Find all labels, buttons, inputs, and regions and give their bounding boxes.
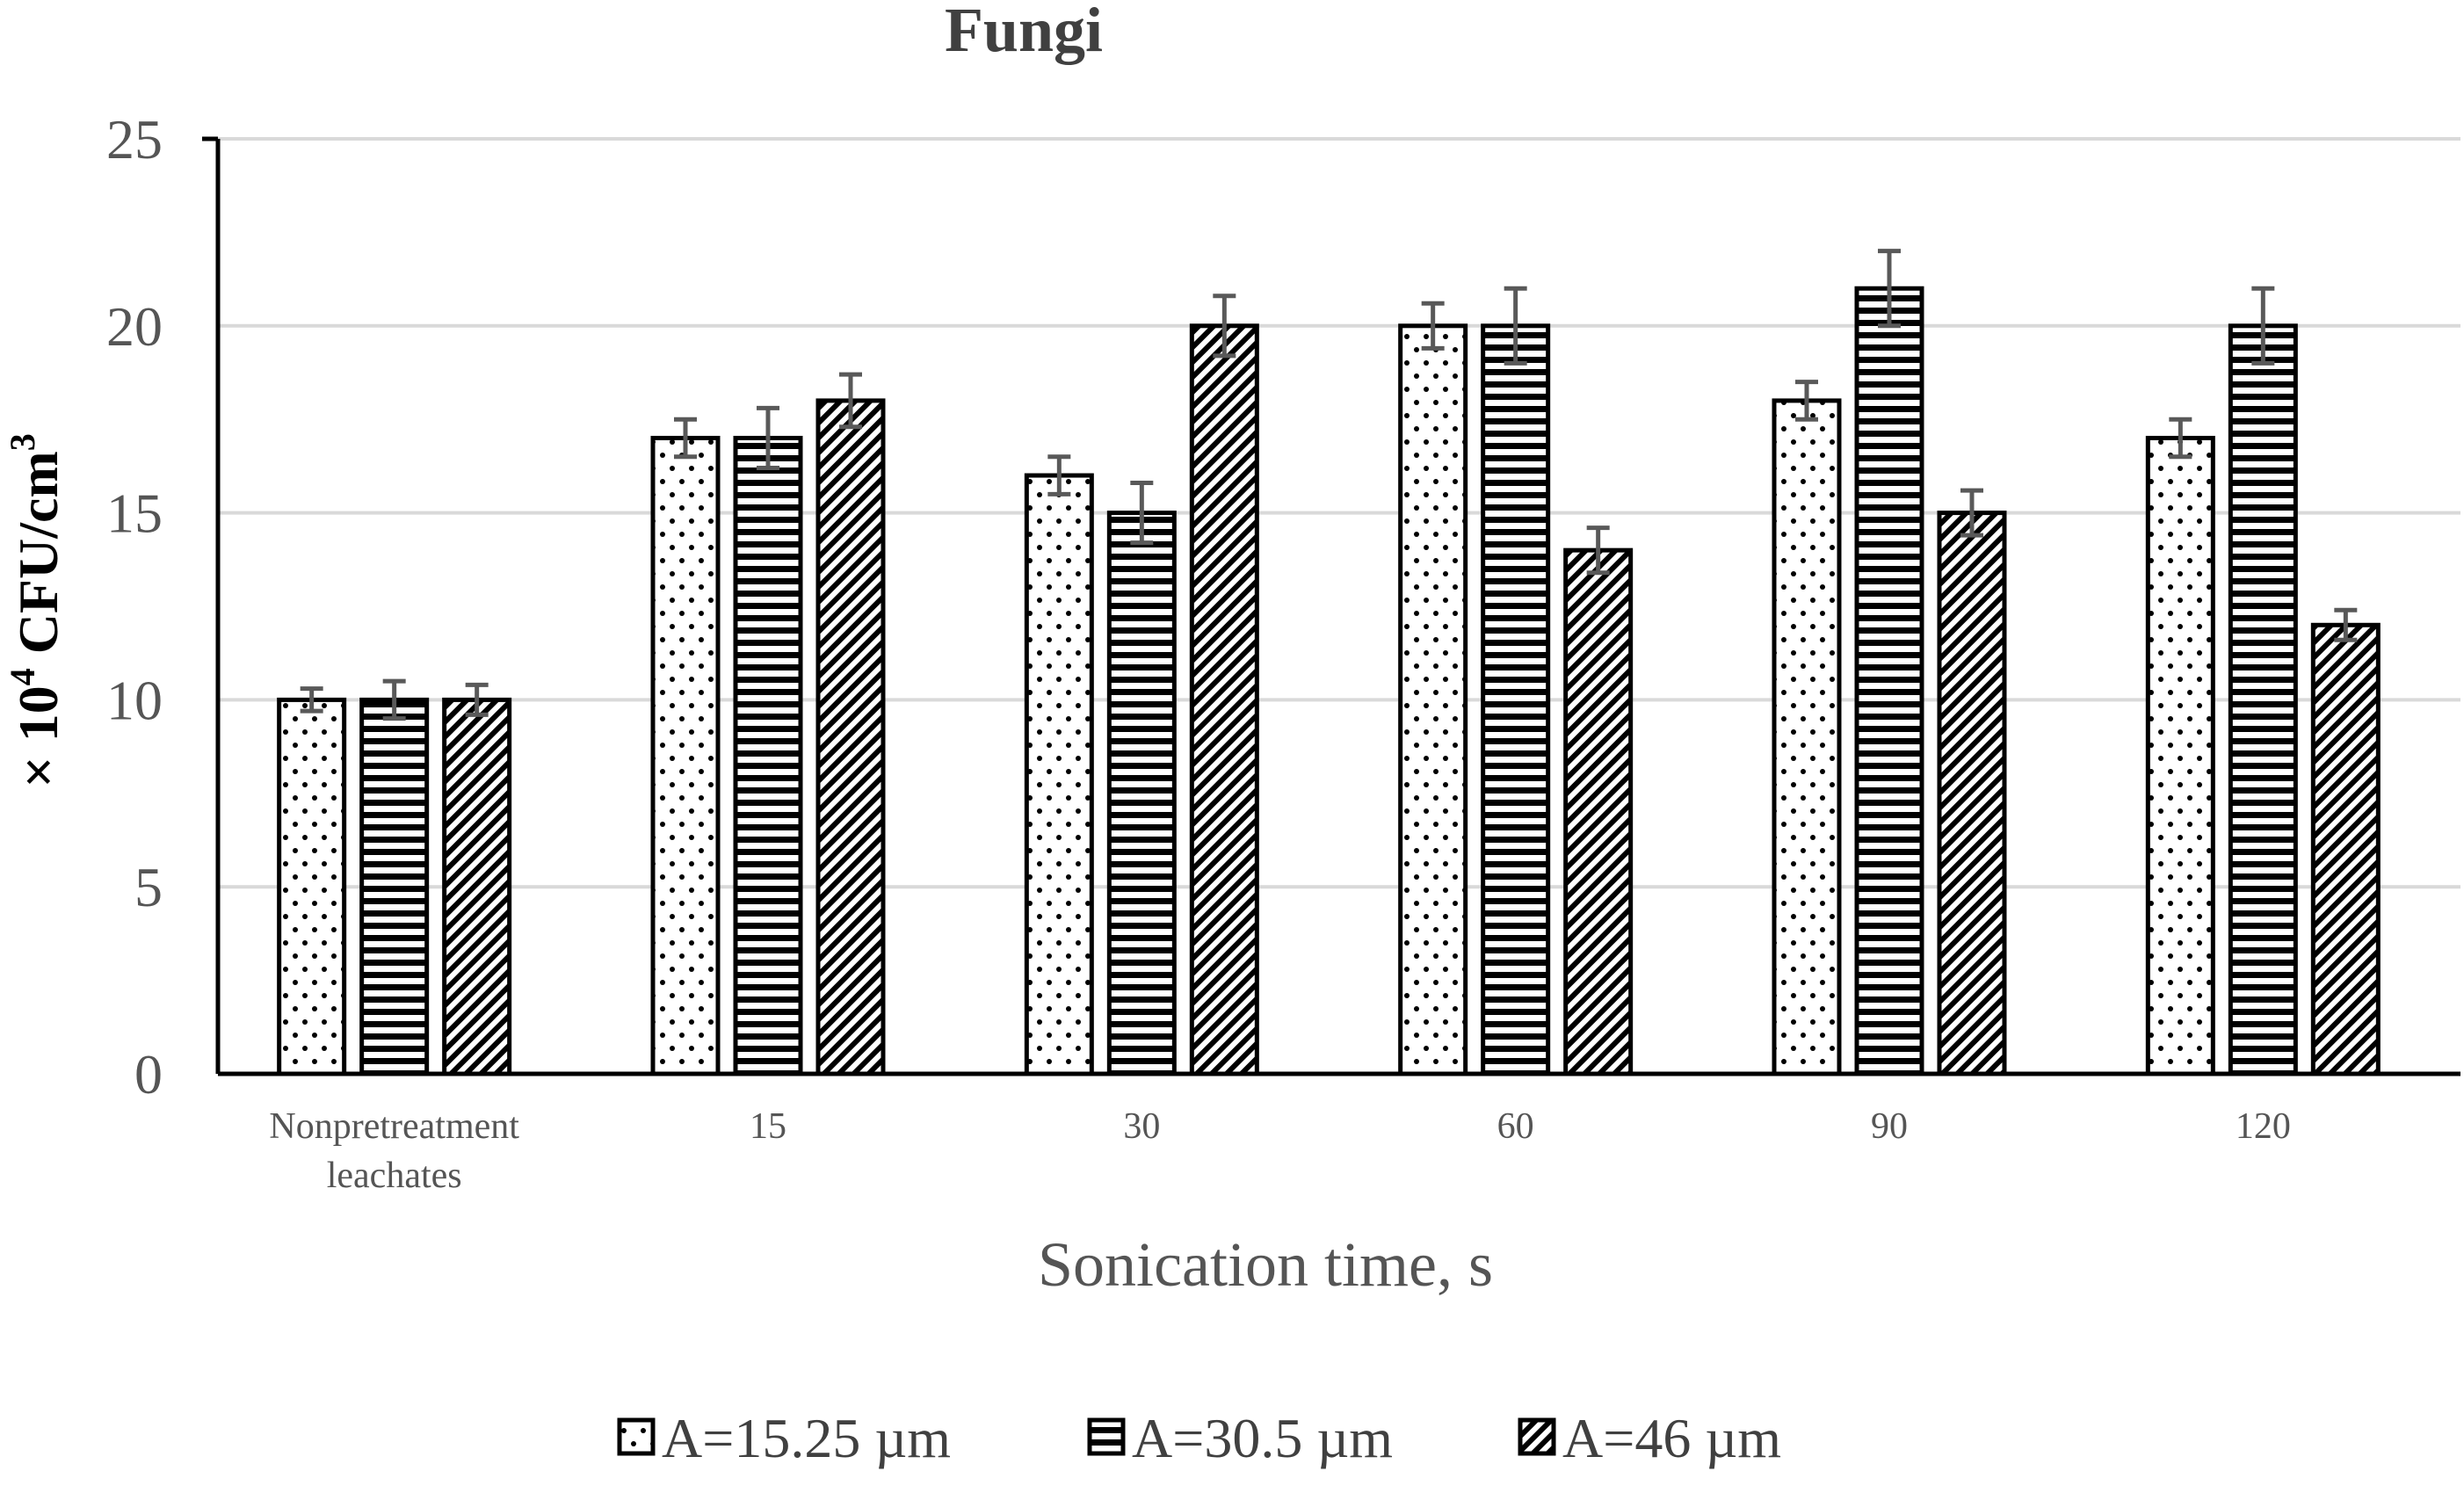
error-bar <box>300 686 323 714</box>
bar <box>1189 323 1259 1076</box>
x-tick-label-line: leachates <box>327 1156 462 1196</box>
y-axis-label-exponent: 4 <box>3 668 42 685</box>
bar <box>442 697 512 1076</box>
y-tick-labels: 0 5 10 15 20 25 <box>106 108 163 1105</box>
x-tick-label: 60 <box>1497 1106 1534 1147</box>
legend-item: A=15.25 µm <box>617 1407 951 1469</box>
gridlines <box>218 137 2460 889</box>
error-bars-group <box>300 249 2358 721</box>
x-tick-label: 30 <box>1123 1106 1160 1147</box>
error-bar <box>1213 294 1236 359</box>
y-tick-label: 15 <box>106 482 163 545</box>
error-bar <box>1421 301 1445 351</box>
x-tick-label-line: 30 <box>1123 1106 1160 1147</box>
legend-item: A=30.5 µm <box>1087 1407 1393 1469</box>
x-tick-label-line: 120 <box>2236 1106 2291 1147</box>
error-bar <box>2169 417 2192 460</box>
y-tick-label: 10 <box>106 669 163 731</box>
error-bar <box>1586 525 1610 576</box>
y-axis-label: × 104 CFU/cm3 <box>3 433 69 788</box>
legend-label: A=46 µm <box>1562 1407 1781 1469</box>
error-bar <box>839 372 862 430</box>
y-tick-label: 5 <box>134 856 163 918</box>
bar <box>359 697 430 1076</box>
bar <box>1772 398 1842 1076</box>
error-bar <box>1047 454 1071 496</box>
bar <box>277 697 347 1076</box>
x-tick-label: 120 <box>2236 1106 2291 1147</box>
error-bar <box>1130 481 1154 546</box>
error-bar <box>465 682 489 717</box>
bar <box>2310 622 2381 1076</box>
x-tick-label-line: Nonpretreatment <box>269 1106 519 1147</box>
bars-group <box>277 286 2381 1076</box>
legend-label: A=30.5 µm <box>1132 1407 1393 1469</box>
error-bar <box>2251 286 2275 366</box>
legend: A=15.25 µm A=30.5 µm A=46 µm <box>617 1407 1781 1469</box>
x-tick-labels: Nonpretreatment leachates 15 30 60 90 120 <box>269 1106 2290 1196</box>
error-bar <box>674 417 697 460</box>
bar <box>2228 323 2298 1076</box>
bar <box>1481 323 1551 1076</box>
legend-item: A=46 µm <box>1518 1407 1781 1469</box>
y-tick-label: 20 <box>106 295 163 358</box>
legend-label: A=15.25 µm <box>662 1407 951 1469</box>
bar <box>1937 511 2007 1076</box>
x-tick-label: 15 <box>750 1106 786 1147</box>
y-axis-label-prefix: × 10 <box>7 685 69 787</box>
error-bar <box>2334 607 2358 642</box>
x-tick-label: 90 <box>1871 1106 1908 1147</box>
error-bar <box>1795 380 1818 422</box>
error-bar <box>382 678 406 721</box>
x-tick-label: Nonpretreatment leachates <box>269 1106 519 1196</box>
legend-swatch <box>617 1417 656 1456</box>
legend-swatch <box>1087 1417 1126 1456</box>
y-axis-label-unit: CFU/cm <box>7 451 69 668</box>
bar <box>2145 435 2215 1076</box>
error-bar <box>1960 488 1983 538</box>
axes <box>202 136 2460 1076</box>
x-tick-label-line: 15 <box>750 1106 786 1147</box>
x-tick-label-line: 60 <box>1497 1106 1534 1147</box>
chart-title: Fungi <box>945 0 1103 65</box>
x-tick-label-line: 90 <box>1871 1106 1908 1147</box>
error-bar <box>1878 249 1901 329</box>
bar <box>733 435 803 1076</box>
bar <box>650 435 721 1076</box>
x-axis-label: Sonication time, s <box>1038 1229 1493 1300</box>
legend-swatch <box>1518 1417 1556 1456</box>
error-bar <box>1504 286 1527 366</box>
error-bar <box>757 405 779 471</box>
bar <box>1854 286 1924 1076</box>
bar <box>1106 511 1177 1076</box>
y-tick-label: 25 <box>106 108 163 170</box>
bar <box>1398 323 1468 1076</box>
y-axis-label-exponent2: 3 <box>3 433 42 451</box>
bar <box>815 398 886 1076</box>
bar <box>1024 473 1094 1076</box>
y-tick-label: 0 <box>134 1043 163 1105</box>
bar <box>1563 547 1634 1076</box>
